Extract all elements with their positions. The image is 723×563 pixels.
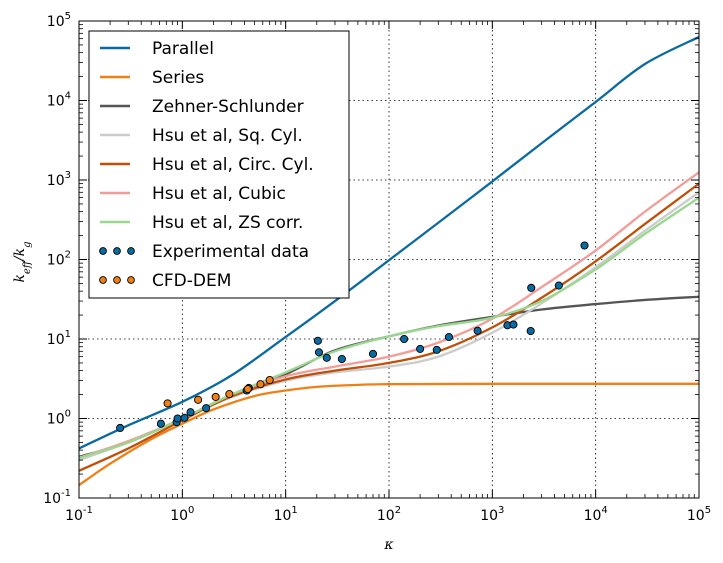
legend-label-hsu-et-al-sq-cyl: Hsu et al, Sq. Cyl. [152,126,303,146]
point-cfd-dem [163,399,172,408]
y-tick-label: 10-1 [43,488,71,507]
x-tick-label: 105 [687,505,711,524]
point-experimental-data [416,344,425,353]
y-tick-label: 102 [47,250,71,269]
point-experimental-data [186,408,195,417]
y-axis-label: keff/kg [12,241,33,282]
legend-label-hsu-et-al-circ-cyl: Hsu et al, Circ. Cyl. [152,155,314,175]
y-tick-label: 104 [47,91,71,110]
legend-label-parallel: Parallel [152,39,214,59]
point-experimental-data [173,414,182,423]
legend-label-hsu-et-al-zs-corr: Hsu et al, ZS corr. [152,213,303,233]
point-experimental-data [314,348,324,357]
x-tick-label: 104 [584,505,608,524]
point-cfd-dem [211,392,220,401]
legend-marker-cfd-dem [113,276,121,284]
y-tick-label: 105 [47,11,71,30]
legend-marker-experimental-data [99,247,107,255]
point-cfd-dem [256,380,265,389]
point-experimental-data [526,326,535,336]
point-experimental-data [509,320,518,329]
legend-label-experimental-data: Experimental data [152,242,309,262]
y-tick-label: 100 [47,409,71,428]
point-experimental-data [368,349,378,358]
legend-marker-cfd-dem [127,276,135,284]
y-tick-label: 101 [47,329,71,348]
x-tick-label: 101 [274,505,298,524]
x-tick-label: 103 [480,505,504,524]
point-experimental-data [432,345,441,354]
legend: Parallel Series Zehner-Schlunder Hsu et al,… [88,30,350,299]
point-experimental-data [554,281,563,290]
plot-area [78,35,700,487]
point-experimental-data [156,419,165,428]
x-tick-label: 100 [170,505,194,524]
x-axis-label: κ [383,537,393,553]
legend-label-zehner-schlunder: Zehner-Schlunder [152,97,304,117]
x-tick-label: 102 [377,505,401,524]
point-experimental-data [473,326,482,335]
point-experimental-data [580,241,589,250]
legend-label-series: Series [152,68,204,88]
legend-marker-experimental-data [127,247,135,255]
point-cfd-dem [243,384,252,394]
point-cfd-dem [265,375,274,385]
point-experimental-data [337,354,346,364]
point-experimental-data [527,283,536,292]
point-experimental-data [116,423,125,433]
series-line-parallel [78,35,700,450]
y-tick-label: 103 [47,170,71,189]
point-experimental-data [322,353,331,362]
legend-marker-experimental-data [113,247,121,255]
x-tick-label: 10-1 [65,505,93,524]
legend-marker-cfd-dem [99,276,107,284]
point-experimental-data [202,404,211,413]
series-line-series [78,382,699,487]
point-experimental-data [313,336,322,345]
axis-ticks [78,20,700,499]
legend-label-cfd-dem: CFD-DEM [152,271,231,291]
point-experimental-data [444,332,453,342]
point-experimental-data [180,413,189,422]
point-cfd-dem [225,390,234,399]
tick-labels: 10-1 100 101 102 103 104 105 10-1 100 101 102 103 10… [43,11,711,524]
point-cfd-dem [194,395,203,404]
point-experimental-data [400,334,409,344]
legend-label-hsu-et-al-cubic: Hsu et al, Cubic [152,184,286,204]
